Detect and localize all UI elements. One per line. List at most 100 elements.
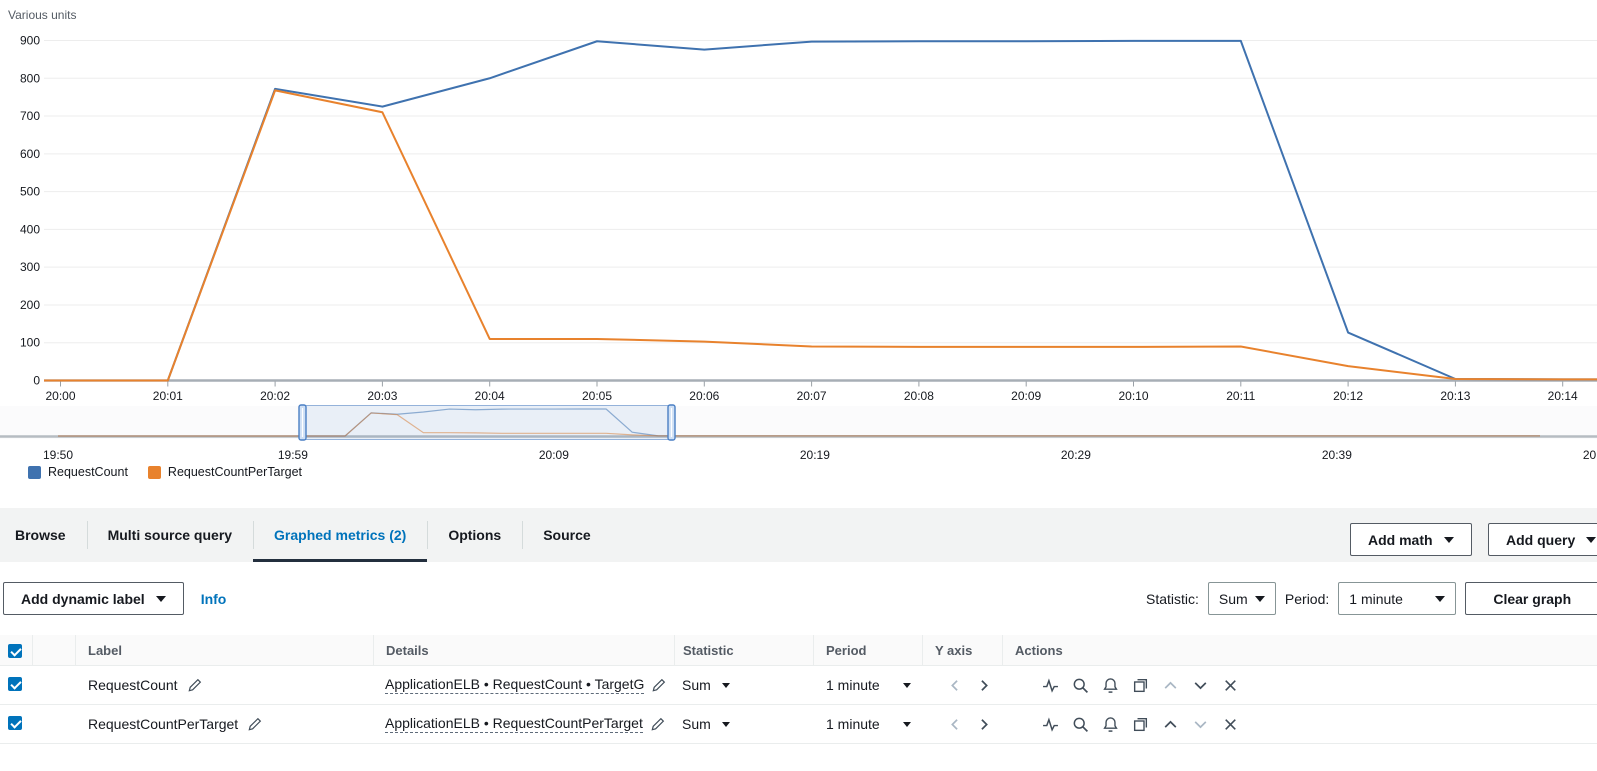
edit-label-icon[interactable] <box>187 678 202 693</box>
legend-swatch-blue <box>28 465 41 479</box>
metrics-panel: Browse Multi source query Graphed metric… <box>0 508 1597 771</box>
chart-legend: RequestCount RequestCountPerTarget <box>28 465 302 479</box>
chart-area: 0 100 200 300 400 500 600 700 800 900 20:00 20:01 20… <box>0 0 1597 505</box>
x-tick-label: 20:04 <box>475 389 505 403</box>
graphed-metrics-table: Label Details Statistic Period Y axis Ac… <box>0 635 1597 744</box>
move-down-icon <box>1192 716 1209 733</box>
legend-item-requestcount[interactable]: RequestCount <box>28 465 128 479</box>
chevron-down-icon <box>155 595 166 602</box>
table-row: RequestCount ApplicationELB • RequestCou… <box>0 666 1597 705</box>
header-actions: Actions <box>1002 635 1597 666</box>
metrics-chart[interactable]: 0 100 200 300 400 500 600 700 800 900 20:00 20:01 20… <box>0 0 1597 505</box>
x-tick-label: 20:10 <box>1118 389 1148 403</box>
tab-multi-source-query[interactable]: Multi source query <box>86 508 253 562</box>
chevron-down-icon <box>1254 595 1265 602</box>
y-tick-label: 900 <box>20 34 40 48</box>
brush-selection[interactable] <box>302 405 672 440</box>
row-period-select[interactable]: 1 minute <box>813 716 922 732</box>
metric-details[interactable]: ApplicationELB • RequestCount • TargetG <box>385 676 645 694</box>
tab-graphed-metrics[interactable]: Graphed metrics (2) <box>253 508 428 562</box>
brush-tick-label: 20:19 <box>800 448 830 462</box>
x-tick-label: 20:07 <box>797 389 827 403</box>
graphed-metrics-toolbar: Add dynamic label Info Statistic: Sum Pe… <box>0 562 1597 635</box>
y-tick-label: 0 <box>33 374 40 388</box>
table-header-row: Label Details Statistic Period Y axis Ac… <box>0 635 1597 666</box>
y-tick-label: 500 <box>20 185 40 199</box>
brush-tick-label: 19:50 <box>43 448 73 462</box>
y-tick-label: 700 <box>20 109 40 123</box>
x-tick-label: 20:08 <box>904 389 934 403</box>
brush-mini-line <box>58 412 1540 437</box>
legend-swatch-orange <box>147 465 161 479</box>
edit-details-icon[interactable] <box>650 717 665 732</box>
y-tick-label: 200 <box>20 298 40 312</box>
chevron-down-icon <box>1586 536 1597 543</box>
select-all-checkbox[interactable] <box>8 643 22 658</box>
metric-label: RequestCount <box>88 677 178 693</box>
period-label: Period: <box>1284 590 1330 607</box>
edit-label-icon[interactable] <box>247 717 262 732</box>
move-up-icon[interactable] <box>1162 716 1179 733</box>
dynamic-label-icon[interactable] <box>1042 716 1059 733</box>
tab-options[interactable]: Options <box>427 508 522 562</box>
series-line-RequestCount <box>44 39 1597 382</box>
y-axis-right-button[interactable] <box>975 716 992 733</box>
add-dynamic-label-button[interactable]: Add dynamic label <box>3 582 184 615</box>
duplicate-icon[interactable] <box>1132 677 1149 694</box>
brush-track[interactable] <box>0 406 1597 439</box>
clear-graph-label: Clear graph <box>1493 590 1572 607</box>
series-line-RequestCountPerTarget <box>44 89 1597 382</box>
duplicate-icon[interactable] <box>1132 716 1149 733</box>
add-query-button[interactable]: Add query <box>1488 523 1597 556</box>
metric-label: RequestCountPerTarget <box>88 716 239 732</box>
header-color-column <box>32 635 75 666</box>
remove-icon[interactable] <box>1222 716 1239 733</box>
y-axis-title: Various units <box>8 8 77 22</box>
x-tick-label: 20:03 <box>367 389 397 403</box>
brush-tick-label: 20:39 <box>1322 448 1352 462</box>
clear-graph-button[interactable]: Clear graph <box>1465 582 1597 615</box>
row-checkbox[interactable] <box>8 715 22 730</box>
x-tick-label: 20:02 <box>260 389 290 403</box>
info-link[interactable]: Info <box>200 590 227 607</box>
row-period-value: 1 minute <box>826 677 880 693</box>
y-tick-label: 400 <box>20 222 40 236</box>
x-tick-label: 20:00 <box>45 389 75 403</box>
dynamic-label-icon[interactable] <box>1042 677 1059 694</box>
row-period-select[interactable]: 1 minute <box>813 677 922 693</box>
x-tick-label: 20:12 <box>1333 389 1363 403</box>
x-tick-label: 20:13 <box>1440 389 1470 403</box>
row-statistic-value: Sum <box>682 716 711 732</box>
add-math-button[interactable]: Add math <box>1350 523 1472 556</box>
edit-details-icon[interactable] <box>651 678 666 693</box>
search-icon[interactable] <box>1072 716 1089 733</box>
chevron-down-icon <box>1435 595 1446 602</box>
header-label: Label <box>75 635 373 666</box>
brush-tick-label: 20:09 <box>539 448 569 462</box>
row-statistic-select[interactable]: Sum <box>674 677 813 693</box>
row-statistic-select[interactable]: Sum <box>674 716 813 732</box>
alarm-bell-icon[interactable] <box>1102 716 1119 733</box>
metric-details[interactable]: ApplicationELB • RequestCountPerTarget <box>385 715 643 733</box>
row-checkbox[interactable] <box>8 676 22 691</box>
chevron-down-icon <box>903 682 911 688</box>
period-select[interactable]: 1 minute <box>1338 582 1457 615</box>
add-query-label: Add query <box>1506 531 1576 548</box>
move-down-icon[interactable] <box>1192 677 1209 694</box>
remove-icon[interactable] <box>1222 677 1239 694</box>
tab-browse[interactable]: Browse <box>15 527 66 543</box>
legend-item-requestcountpertarget[interactable]: RequestCountPerTarget <box>147 465 302 479</box>
search-icon[interactable] <box>1072 677 1089 694</box>
statistic-select[interactable]: Sum <box>1207 582 1276 615</box>
x-tick-label: 20:09 <box>1011 389 1041 403</box>
y-axis-right-button[interactable] <box>975 677 992 694</box>
alarm-bell-icon[interactable] <box>1102 677 1119 694</box>
statistic-label: Statistic: <box>1146 590 1199 607</box>
tab-source[interactable]: Source <box>522 508 611 562</box>
x-tick-label: 20:05 <box>582 389 612 403</box>
add-dynamic-label-text: Add dynamic label <box>21 590 145 607</box>
y-tick-label: 100 <box>20 336 40 350</box>
table-row: RequestCountPerTarget ApplicationELB • R… <box>0 705 1597 744</box>
x-tick-label: 20:01 <box>153 389 183 403</box>
add-math-label: Add math <box>1368 531 1433 548</box>
